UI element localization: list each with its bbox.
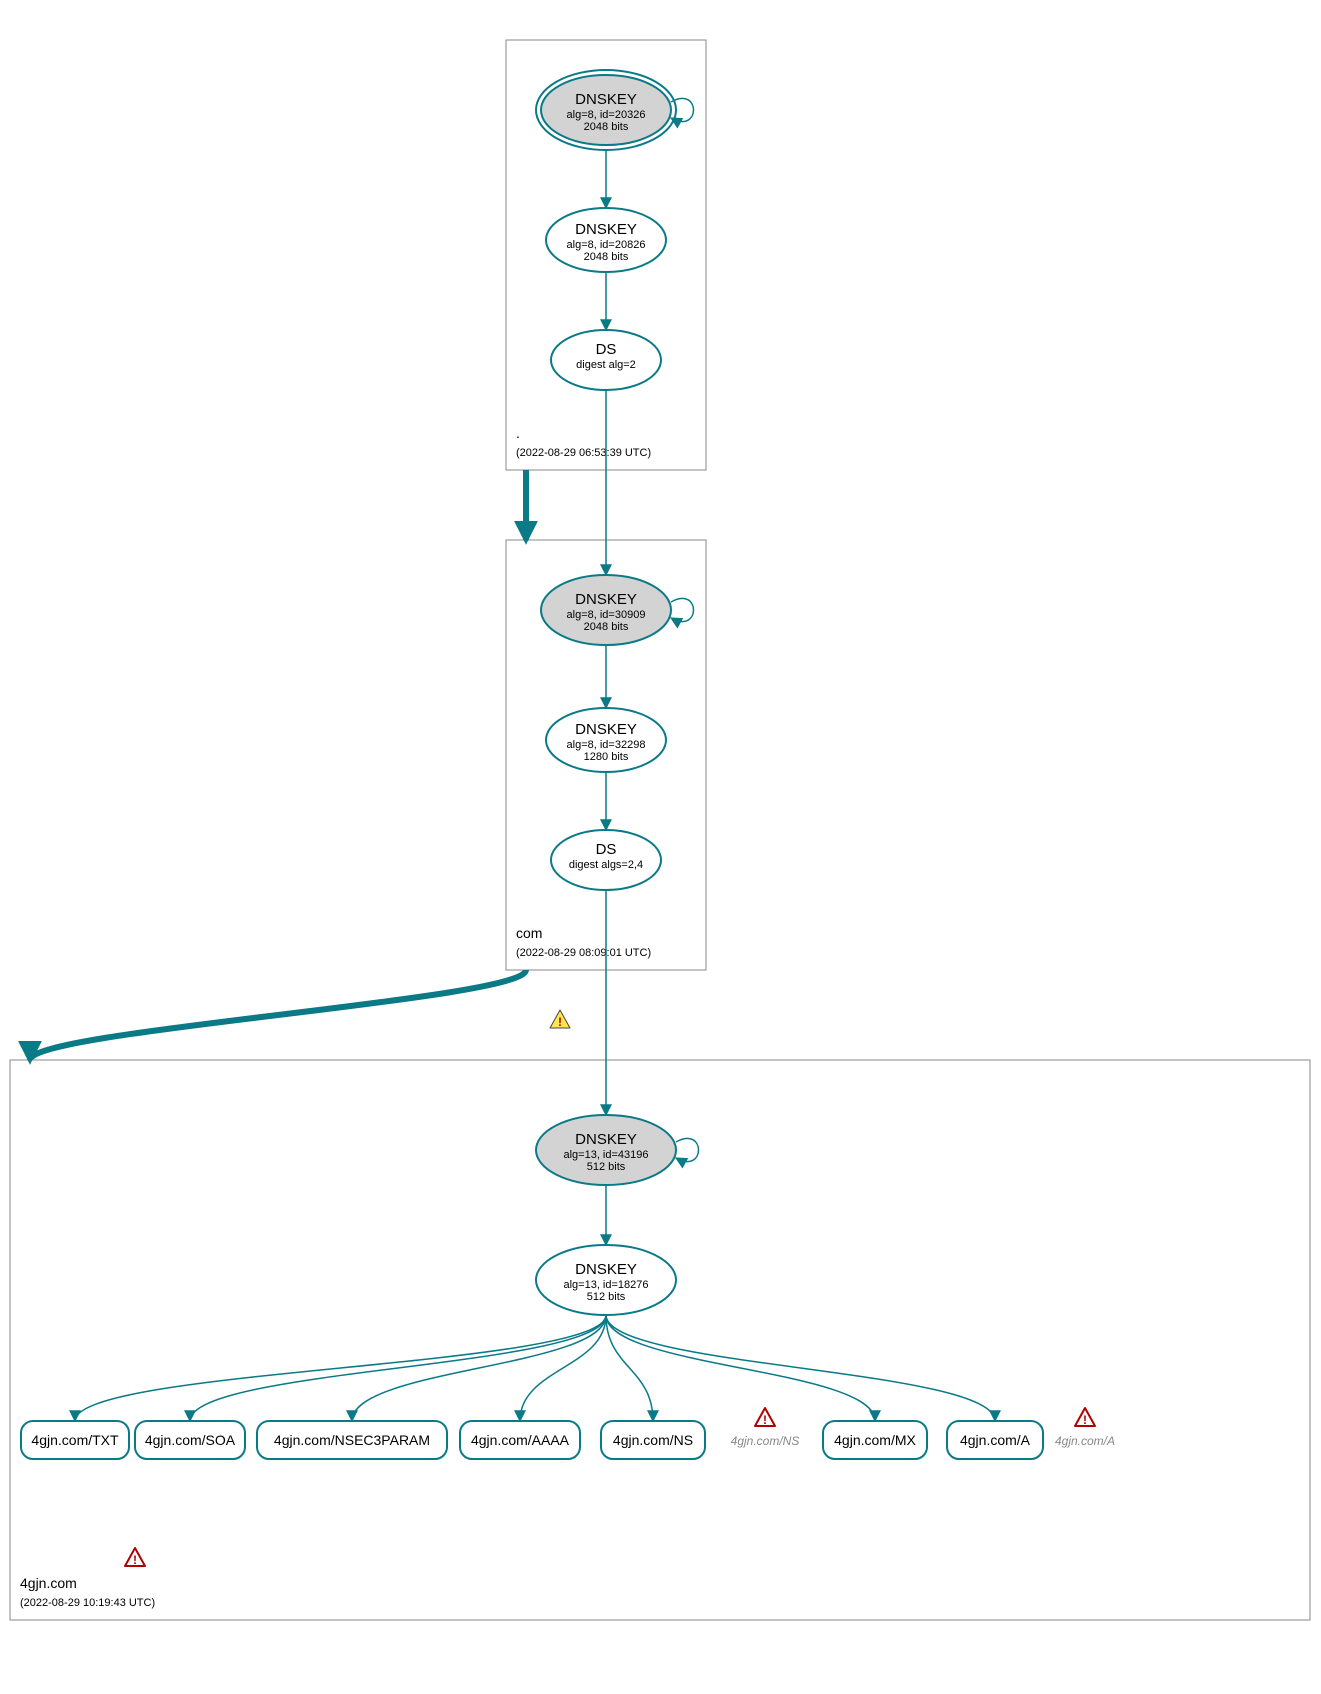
rrset-mx-label: 4gjn.com/MX	[834, 1432, 916, 1448]
rrset-txt-label: 4gjn.com/TXT	[31, 1432, 119, 1448]
delegation-edge	[30, 970, 526, 1060]
rrset-a[interactable]: 4gjn.com/A	[947, 1421, 1043, 1459]
rrset-aaaa-label: 4gjn.com/AAAA	[471, 1432, 570, 1448]
node-root_zsk-sub1: alg=8, id=20826	[567, 239, 646, 251]
node-com_ds-sub1: digest algs=2,4	[569, 859, 643, 871]
node-dom_ksk-sub1: alg=13, id=43196	[563, 1149, 648, 1161]
dnssec-chain-diagram: . (2022-08-29 06:53:39 UTC) com (2022-08-29…	[0, 0, 1321, 1694]
svg-text:!: !	[763, 1413, 767, 1427]
node-root_zsk-title: DNSKEY	[575, 221, 637, 238]
node-root_ksk-sub1: alg=8, id=20326	[567, 109, 646, 121]
rrset-txt[interactable]: 4gjn.com/TXT	[21, 1421, 129, 1459]
node-root_zsk-sub2: 2048 bits	[584, 251, 629, 263]
ghost-rrset-g_a: 4gjn.com/A	[1055, 1434, 1115, 1448]
zone-com-label: com	[516, 925, 542, 941]
svg-text:!: !	[558, 1015, 562, 1029]
nodes-layer: DNSKEYalg=8, id=203262048 bitsDNSKEYalg=…	[536, 70, 699, 1315]
node-com_ksk-sub1: alg=8, id=30909	[567, 609, 646, 621]
zone-domain-timestamp: (2022-08-29 10:19:43 UTC)	[20, 1597, 155, 1609]
rrset-soa-label: 4gjn.com/SOA	[145, 1432, 236, 1448]
edge-zsk-a	[606, 1315, 995, 1421]
node-root_ds-sub1: digest alg=2	[576, 359, 636, 371]
node-dom_ksk[interactable]: DNSKEYalg=13, id=43196512 bits	[536, 1115, 699, 1185]
rrset-mx[interactable]: 4gjn.com/MX	[823, 1421, 927, 1459]
rrset-a-label: 4gjn.com/A	[960, 1432, 1031, 1448]
edge-zsk-txt	[75, 1315, 606, 1421]
error-icon: !	[125, 1548, 145, 1567]
node-root_ksk-title: DNSKEY	[575, 91, 637, 108]
rrset-leaves: 4gjn.com/TXT 4gjn.com/SOA 4gjn.com/NSEC3PA…	[21, 1421, 1043, 1459]
rrset-aaaa[interactable]: 4gjn.com/AAAA	[460, 1421, 580, 1459]
edge-zsk-mx	[606, 1315, 875, 1421]
node-com_ds-title: DS	[596, 841, 617, 858]
node-root_ds-title: DS	[596, 341, 617, 358]
rrset-ns[interactable]: 4gjn.com/NS	[601, 1421, 705, 1459]
edge-zsk-nsec3	[352, 1315, 606, 1421]
ghost-rrset-g_ns: 4gjn.com/NS	[731, 1434, 800, 1448]
edge-zsk-aaaa	[520, 1315, 606, 1421]
node-dom_zsk[interactable]: DNSKEYalg=13, id=18276512 bits	[536, 1245, 676, 1315]
svg-text:!: !	[133, 1553, 137, 1567]
node-dom_zsk-sub2: 512 bits	[587, 1291, 626, 1303]
selfloop-com_ksk	[671, 598, 694, 621]
rrset-soa[interactable]: 4gjn.com/SOA	[135, 1421, 245, 1459]
svg-text:!: !	[1083, 1413, 1087, 1427]
node-com_ksk-sub2: 2048 bits	[584, 621, 629, 633]
node-com_ds[interactable]: DSdigest algs=2,4	[551, 830, 661, 890]
rrset-nsec3-label: 4gjn.com/NSEC3PARAM	[274, 1432, 430, 1448]
error-icon: !	[755, 1408, 775, 1427]
node-root_ds[interactable]: DSdigest alg=2	[551, 330, 661, 390]
node-dom_ksk-sub2: 512 bits	[587, 1161, 626, 1173]
zone-root-timestamp: (2022-08-29 06:53:39 UTC)	[516, 447, 651, 459]
node-root_ksk[interactable]: DNSKEYalg=8, id=203262048 bits	[536, 70, 694, 150]
delegation-edges	[30, 470, 526, 1060]
rrset-ns-label: 4gjn.com/NS	[613, 1432, 693, 1448]
zone-root-label: .	[516, 425, 520, 441]
zone-com-timestamp: (2022-08-29 08:09:01 UTC)	[516, 947, 651, 959]
node-dom_zsk-sub1: alg=13, id=18276	[563, 1279, 648, 1291]
node-dom_ksk-title: DNSKEY	[575, 1131, 637, 1148]
error-icon: !	[1075, 1408, 1095, 1427]
warning-icon: !	[550, 1010, 570, 1029]
node-com_zsk-sub1: alg=8, id=32298	[567, 739, 646, 751]
edge-zsk-soa	[190, 1315, 606, 1421]
node-com_ksk-title: DNSKEY	[575, 591, 637, 608]
zone-domain-label: 4gjn.com	[20, 1575, 77, 1591]
node-com_zsk[interactable]: DNSKEYalg=8, id=322981280 bits	[546, 708, 666, 772]
rrset-nsec3[interactable]: 4gjn.com/NSEC3PARAM	[257, 1421, 447, 1459]
node-dom_zsk-title: DNSKEY	[575, 1261, 637, 1278]
edge-zsk-ns	[606, 1315, 653, 1421]
selfloop-dom_ksk	[676, 1138, 699, 1161]
node-root_ksk-sub2: 2048 bits	[584, 121, 629, 133]
node-com_zsk-title: DNSKEY	[575, 721, 637, 738]
node-root_zsk[interactable]: DNSKEYalg=8, id=208262048 bits	[546, 208, 666, 272]
node-com_zsk-sub2: 1280 bits	[584, 751, 629, 763]
signing-edges	[75, 150, 995, 1421]
node-com_ksk[interactable]: DNSKEYalg=8, id=309092048 bits	[541, 575, 694, 645]
